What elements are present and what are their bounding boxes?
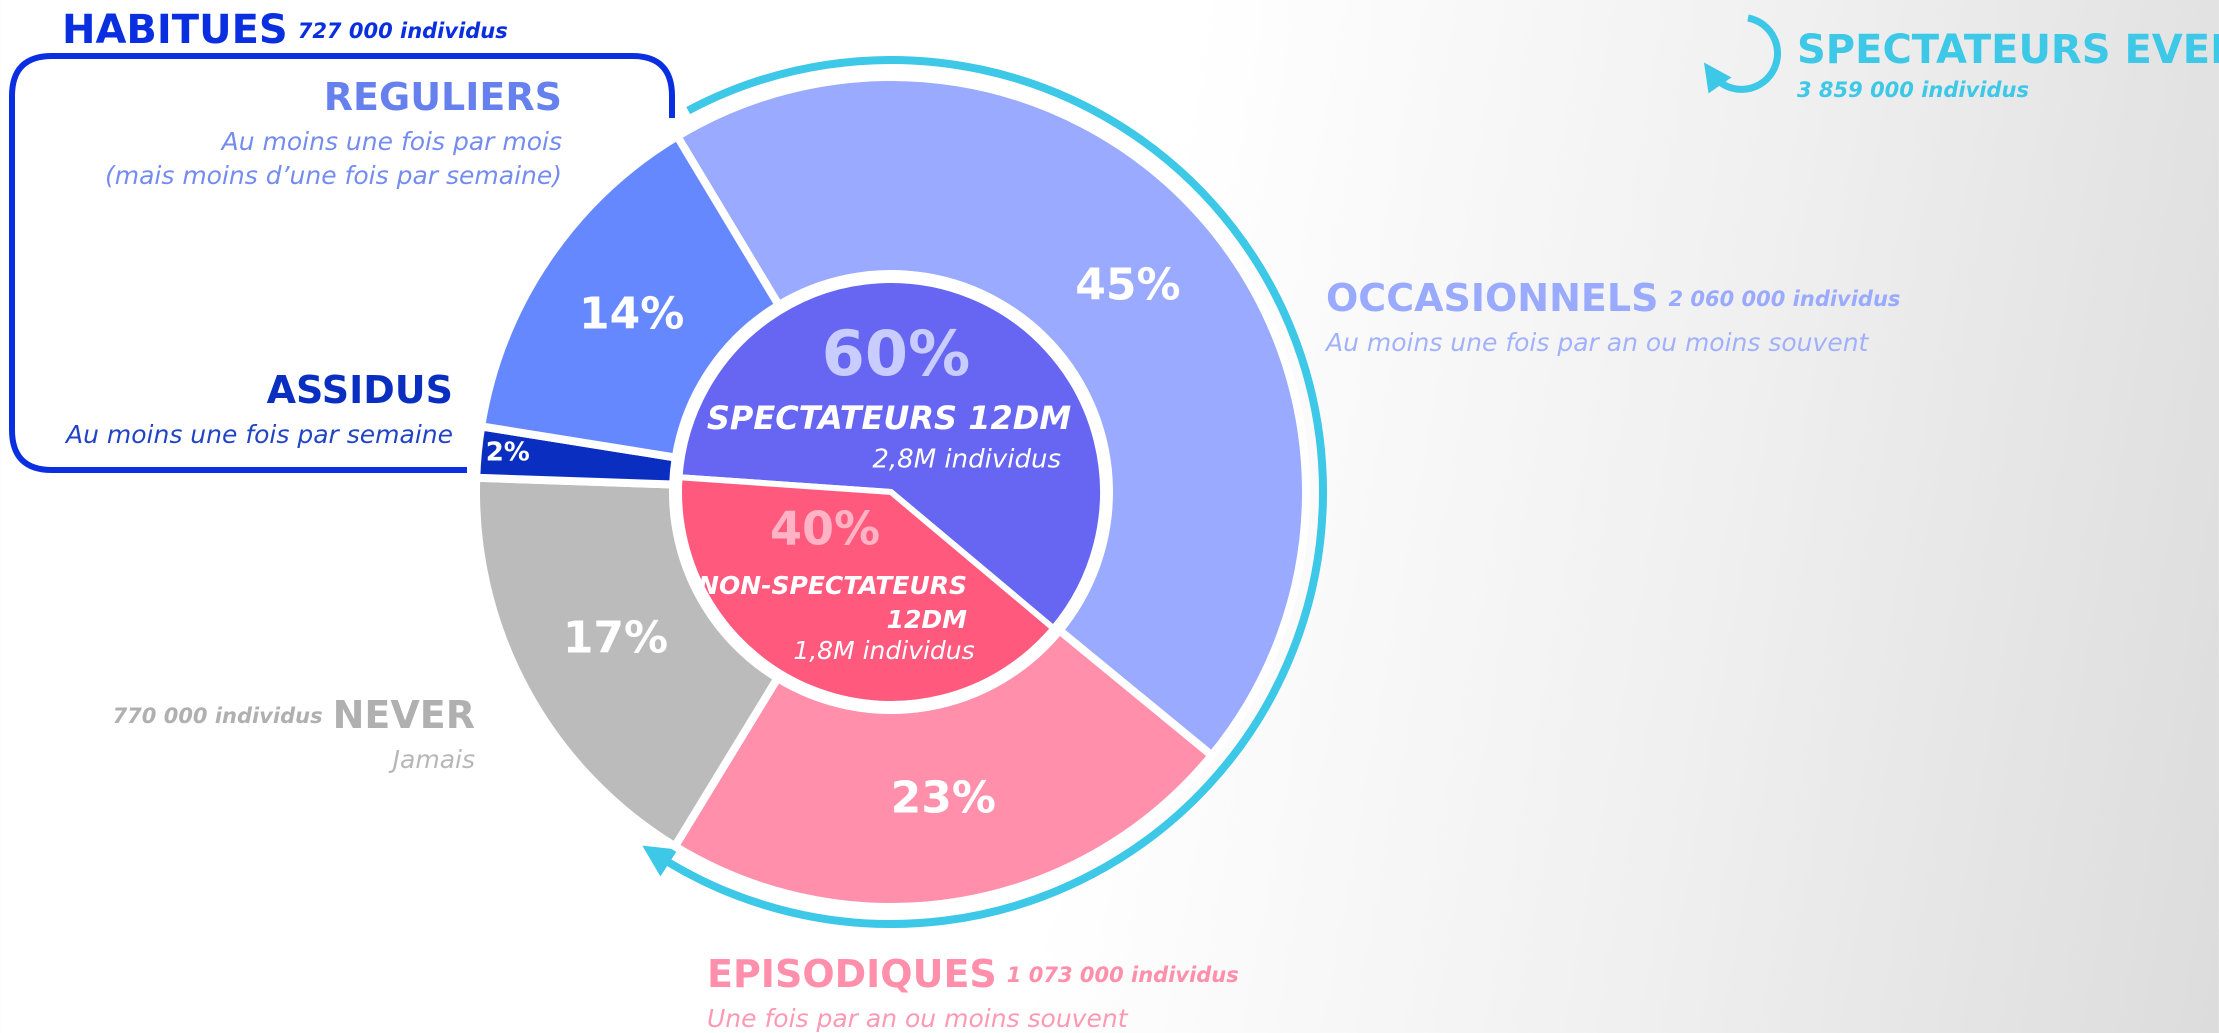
- inner-value-label: 40%: [770, 502, 880, 556]
- group-name: HABITUES: [62, 7, 288, 53]
- inner-category: SPECTATEURS 12DM: [707, 399, 1071, 437]
- category-count: 2 060 000 individus: [1668, 287, 1900, 311]
- category-label: ASSIDUS: [267, 368, 453, 412]
- group-name: SPECTATEURS EVER: [1797, 27, 2219, 73]
- category-label: REGULIERS: [324, 75, 562, 119]
- inner-count: 2,8M individus: [872, 445, 1061, 475]
- inner-category: NON-SPECTATEURS: [698, 571, 967, 600]
- habitues-frame: [9, 53, 675, 473]
- outer-value-label: 14%: [579, 289, 684, 340]
- category-count: 1 073 000 individus: [1007, 963, 1239, 987]
- category-name: REGULIERS: [324, 75, 562, 119]
- inner-value-label: 60%: [822, 317, 970, 390]
- category-label: OCCASIONNELS 2 060 000 individus: [1326, 276, 1900, 320]
- group-count: 727 000 individus: [298, 19, 508, 43]
- category-description: Au moins une fois par mois: [220, 127, 562, 156]
- category-description: Au moins une fois par an ou moins souven…: [1324, 328, 1870, 357]
- category-label: 770 000 individus NEVER: [113, 693, 475, 737]
- outer-value-label: 45%: [1075, 259, 1180, 310]
- category-description: Au moins une fois par semaine: [64, 420, 453, 449]
- outer-value-label: 2%: [486, 437, 530, 467]
- category-name: NEVER: [333, 693, 475, 737]
- category-description: (mais moins d’une fois par semaine): [105, 161, 562, 190]
- ever-arc: [642, 56, 1327, 928]
- outer-value-label: 17%: [563, 613, 668, 664]
- category-name: OCCASIONNELS: [1326, 276, 1658, 320]
- group-count: 3 859 000 individus: [1797, 78, 2029, 102]
- category-description: Une fois par an ou moins souvent: [707, 1004, 1129, 1033]
- category-label: EPISODIQUES 1 073 000 individus: [707, 952, 1239, 996]
- category-description: Jamais: [388, 745, 475, 774]
- outer-value-label: 23%: [891, 773, 996, 824]
- ever-icon: [1703, 14, 1782, 94]
- inner-border: [673, 274, 1109, 710]
- inner-category: 12DM: [887, 605, 968, 634]
- category-name: ASSIDUS: [267, 368, 453, 412]
- category-name: EPISODIQUES: [707, 952, 997, 996]
- category-count: 770 000 individus: [113, 704, 323, 728]
- group-label: HABITUES 727 000 individus: [62, 7, 508, 53]
- inner-count: 1,8M individus: [793, 636, 974, 665]
